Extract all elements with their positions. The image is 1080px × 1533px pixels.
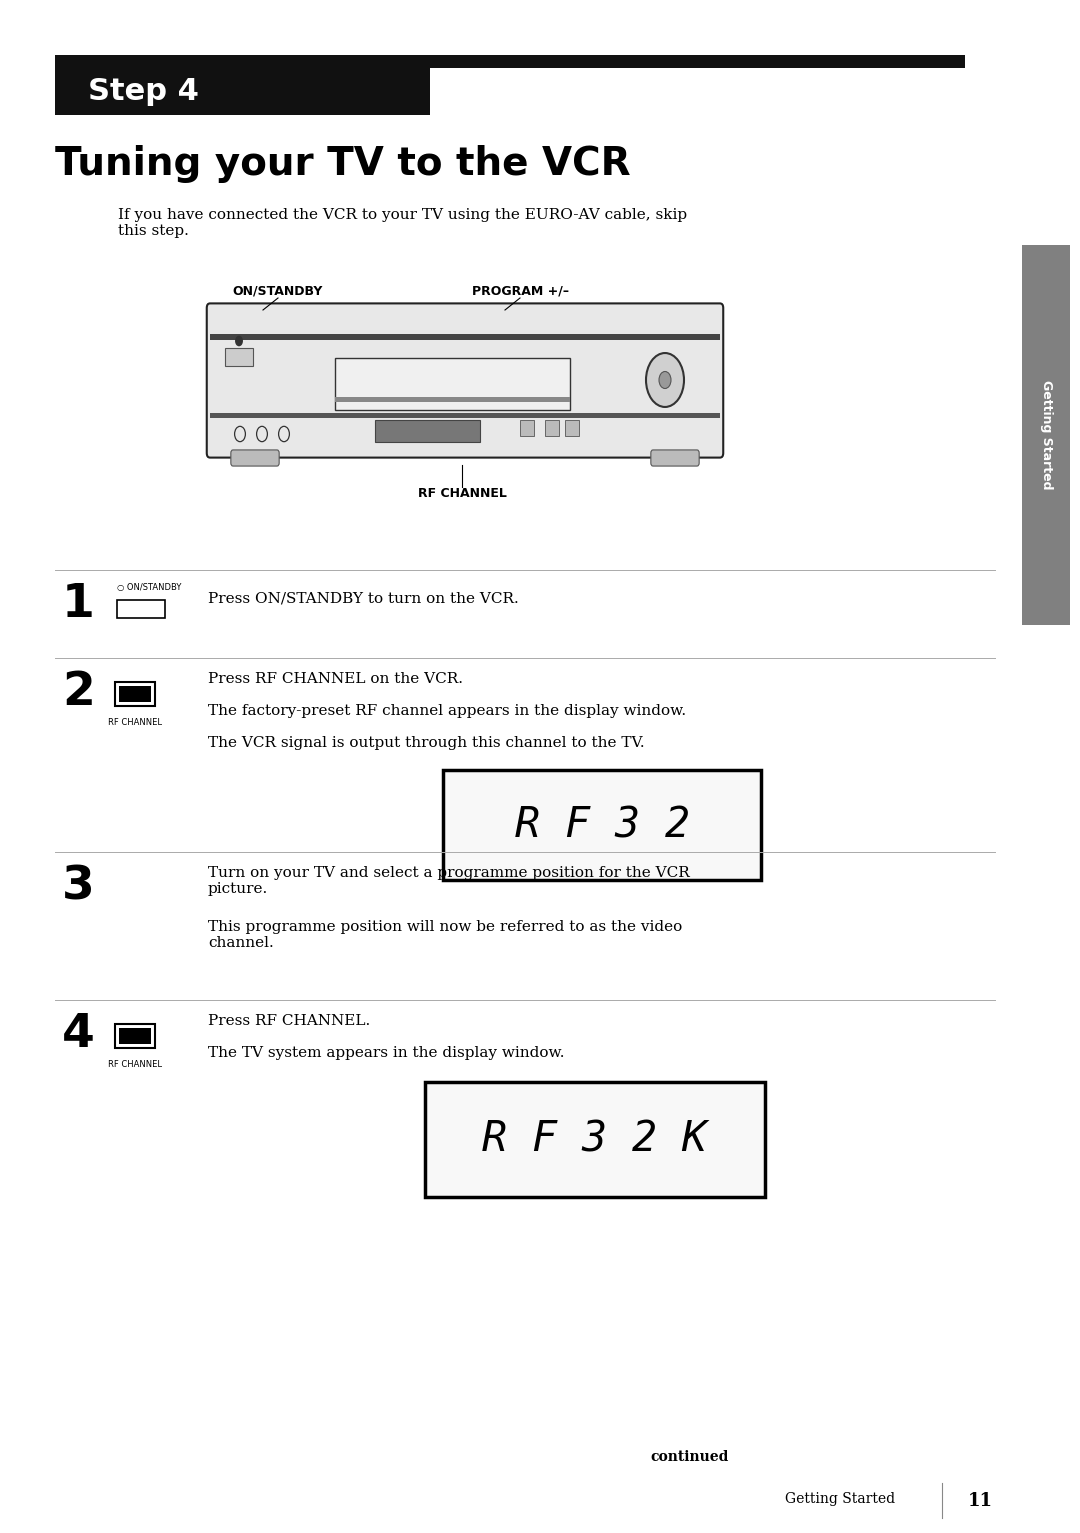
Circle shape: [646, 353, 684, 406]
Text: R F 3 2 K: R F 3 2 K: [483, 1119, 707, 1160]
Text: 3: 3: [62, 865, 95, 909]
Bar: [225, 348, 253, 366]
Text: 2: 2: [62, 670, 95, 714]
Bar: [545, 420, 559, 435]
Bar: [335, 359, 570, 409]
Text: The TV system appears in the display window.: The TV system appears in the display win…: [208, 1046, 565, 1059]
Bar: [114, 1024, 156, 1049]
Text: The factory-preset RF channel appears in the display window.: The factory-preset RF channel appears in…: [208, 704, 686, 717]
Bar: [335, 397, 570, 402]
Text: Press ON/STANDBY to turn on the VCR.: Press ON/STANDBY to turn on the VCR.: [208, 592, 518, 606]
Bar: [519, 420, 534, 435]
Text: ○ ON/STANDBY: ○ ON/STANDBY: [117, 583, 181, 592]
FancyBboxPatch shape: [651, 449, 699, 466]
Text: If you have connected the VCR to your TV using the EURO-AV cable, skip
this step: If you have connected the VCR to your TV…: [118, 208, 687, 238]
Text: Turn on your TV and select a programme position for the VCR
picture.: Turn on your TV and select a programme p…: [208, 866, 690, 897]
Text: Step 4: Step 4: [87, 77, 199, 106]
Text: Getting Started: Getting Started: [785, 1492, 895, 1505]
Text: The VCR signal is output through this channel to the TV.: The VCR signal is output through this ch…: [208, 736, 645, 750]
Text: Getting Started: Getting Started: [1039, 380, 1053, 489]
Bar: [210, 334, 720, 340]
Circle shape: [235, 336, 242, 345]
Text: 1: 1: [62, 583, 95, 627]
Text: 4: 4: [62, 1012, 95, 1056]
Bar: [119, 1029, 151, 1044]
Bar: [1022, 245, 1070, 625]
Circle shape: [659, 371, 671, 388]
FancyBboxPatch shape: [231, 449, 279, 466]
Text: This programme position will now be referred to as the video
channel.: This programme position will now be refe…: [208, 920, 683, 950]
Text: Press RF CHANNEL.: Press RF CHANNEL.: [208, 1013, 370, 1029]
Text: 11: 11: [968, 1492, 993, 1510]
FancyBboxPatch shape: [206, 304, 724, 457]
Text: R F 3 2: R F 3 2: [514, 803, 689, 846]
Bar: [117, 599, 165, 618]
Text: Tuning your TV to the VCR: Tuning your TV to the VCR: [55, 146, 631, 182]
Bar: [55, 67, 430, 115]
Text: Press RF CHANNEL on the VCR.: Press RF CHANNEL on the VCR.: [208, 671, 463, 685]
Bar: [375, 420, 480, 442]
Text: RF CHANNEL: RF CHANNEL: [108, 717, 162, 727]
Text: ON/STANDBY: ON/STANDBY: [233, 284, 323, 297]
Bar: [55, 55, 966, 67]
Bar: [114, 682, 156, 707]
Text: PROGRAM +/–: PROGRAM +/–: [472, 284, 568, 297]
Bar: [210, 414, 720, 419]
Bar: [426, 1082, 765, 1197]
Bar: [443, 770, 761, 880]
Bar: [119, 685, 151, 702]
Text: continued: continued: [651, 1450, 729, 1464]
Text: RF CHANNEL: RF CHANNEL: [108, 1059, 162, 1069]
Bar: [565, 420, 579, 435]
Text: RF CHANNEL: RF CHANNEL: [418, 487, 507, 500]
